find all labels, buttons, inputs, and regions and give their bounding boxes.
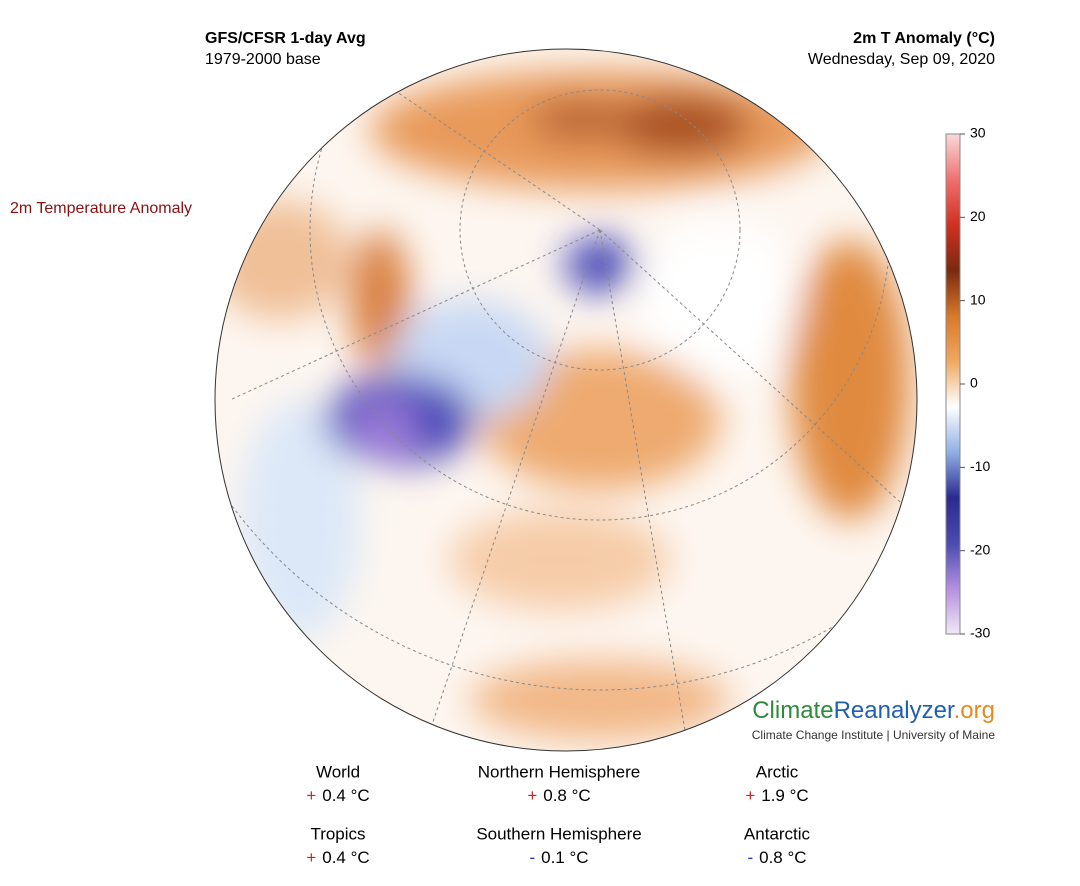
stat-value: +0.4 °C: [306, 786, 369, 805]
stat-value: +0.8 °C: [527, 786, 590, 805]
right-title: 2m T Anomaly (°C): [853, 30, 995, 47]
colorbar-tick-label: -10: [970, 458, 990, 474]
logo-part: .org: [954, 697, 995, 724]
colorbar-tick-label: 30: [970, 125, 986, 141]
stat-number: 0.1 °C: [541, 848, 588, 867]
stat-sign: +: [306, 848, 316, 867]
stat-value: +0.4 °C: [306, 848, 369, 867]
stat-sign: +: [745, 786, 755, 805]
stat-value: +1.9 °C: [745, 786, 808, 805]
stat-number: 1.9 °C: [761, 786, 808, 805]
stat-label: Arctic: [756, 762, 799, 781]
side-label: 2m Temperature Anomaly: [10, 200, 192, 217]
right-subtitle: Wednesday, Sep 09, 2020: [808, 51, 995, 68]
colorbar-tick-label: 20: [970, 208, 986, 224]
colorbar-tick-label: -30: [970, 625, 990, 641]
stat-label: Antarctic: [744, 824, 811, 843]
logo-subtitle: Climate Change Institute | University of…: [752, 728, 996, 742]
stat-sign: -: [529, 848, 535, 867]
stat-value: -0.1 °C: [529, 848, 588, 867]
globe: [214, 48, 918, 752]
stat-label: Southern Hemisphere: [476, 824, 641, 843]
logo: ClimateReanalyzer.org: [752, 697, 995, 724]
colorbar-tick-label: -20: [970, 541, 990, 557]
stat-number: 0.8 °C: [759, 848, 806, 867]
logo-part: Reanalyzer: [834, 697, 955, 724]
stat-sign: +: [527, 786, 537, 805]
stat-value: -0.8 °C: [747, 848, 806, 867]
stat-number: 0.4 °C: [322, 786, 369, 805]
colorbar-tick-label: 0: [970, 375, 978, 391]
stat-number: 0.8 °C: [543, 786, 590, 805]
left-title: GFS/CFSR 1-day Avg: [205, 30, 366, 47]
stat-sign: -: [747, 848, 753, 867]
stat-number: 0.4 °C: [322, 848, 369, 867]
logo-part: Climate: [752, 697, 833, 724]
stat-label: World: [316, 762, 360, 781]
stat-label: Northern Hemisphere: [478, 762, 641, 781]
colorbar-tick-label: 10: [970, 291, 986, 307]
colorbar: [945, 133, 961, 635]
left-subtitle: 1979-2000 base: [205, 51, 321, 68]
stat-label: Tropics: [310, 824, 365, 843]
stat-sign: +: [306, 786, 316, 805]
